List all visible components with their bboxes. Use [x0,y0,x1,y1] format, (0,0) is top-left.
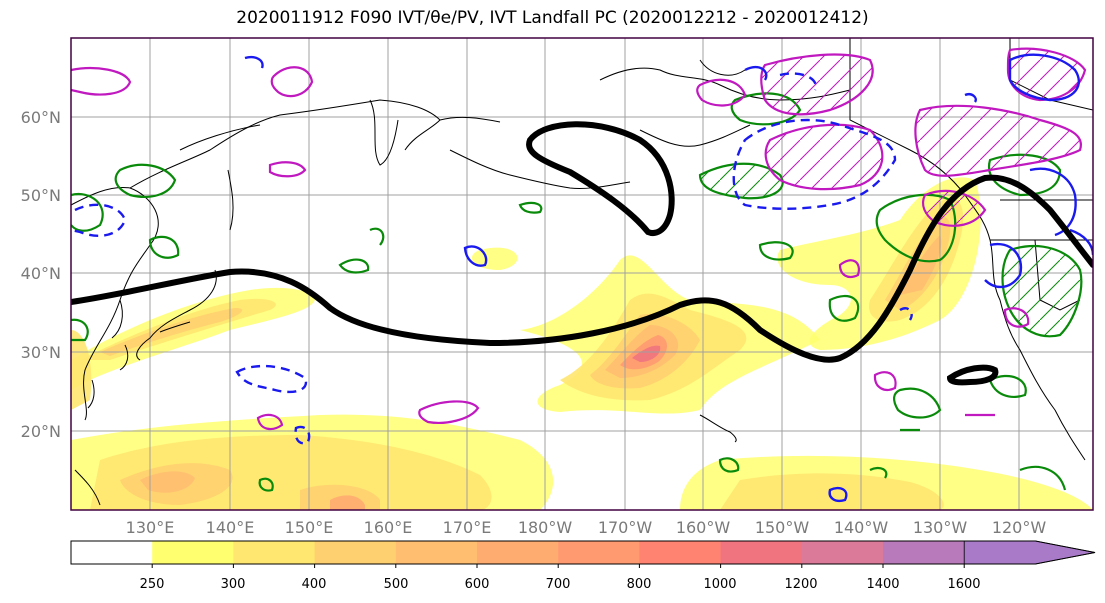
colorbar-tick-label: 1600 [947,577,980,592]
theta-e-contours [71,92,1083,492]
lon-label: 140°W [834,518,889,537]
ivt-landfall-contours [244,53,1093,503]
lon-label: 170°E [443,518,492,537]
colorbar-tick-label: 400 [302,577,327,592]
black-contour-loop-south [946,364,999,386]
lon-label: 130°W [913,518,968,537]
colorbar-tick-label: 250 [140,577,165,592]
colorbar-segment [314,541,397,564]
lon-label: 150°W [755,518,810,537]
ivt-shading [71,177,1093,510]
colorbar-segment [233,541,316,564]
map-frame [70,37,1094,511]
lon-label: 160°E [364,518,413,537]
lat-label: 20°N [21,422,61,441]
colorbar-tick-label: 1000 [703,577,736,592]
pv-contours [71,47,1087,431]
colorbar-segment [152,541,234,564]
colorbar-segment [720,541,803,564]
colorbar-tick-label: 700 [546,577,571,592]
colorbar-segment [639,541,722,564]
lon-label: 180°W [518,518,573,537]
colorbar-tick-labels: 250 300 400 500 600 700 800 1000 1200 14… [140,577,981,592]
lon-label: 140°E [206,518,255,537]
colorbar-extend-arrow [963,540,1096,565]
map-title: 2020011912 F090 IVT/θe/PV, IVT Landfall … [236,8,869,28]
colorbar-tick-label: 500 [384,577,409,592]
colorbar-tick-label: 600 [465,577,490,592]
colorbar [70,540,1096,568]
colorbar-tick-label: 800 [627,577,652,592]
colorbar-tick-label: 1400 [866,577,899,592]
lat-label: 30°N [21,343,61,362]
lon-label: 150°E [285,518,334,537]
black-contour-loop-north [526,121,675,236]
ivt-landfall-probability-contours [71,121,1093,386]
lon-label: 170°W [598,518,653,537]
colorbar-segment [71,541,153,564]
black-contour-main [71,174,1093,363]
colorbar-segment [477,541,559,564]
colorbar-segment [558,541,640,564]
colorbar-segment [883,541,965,564]
lat-label: 60°N [21,108,61,127]
pv-negative-contours [71,72,913,445]
latitude-labels: 60°N 50°N 40°N 30°N 20°N [21,108,61,441]
longitude-labels: 130°E 140°E 150°E 160°E 170°E 180°W 170°… [126,518,1047,537]
colorbar-outline [70,540,1096,565]
lat-label: 40°N [21,264,61,283]
lon-label: 120°W [992,518,1047,537]
lon-label: 130°E [126,518,175,537]
colorbar-tick-label: 300 [221,577,246,592]
colorbar-segment [801,541,884,564]
colorbar-tick-label: 1200 [784,577,817,592]
colorbar-segment [395,541,478,564]
lat-label: 50°N [21,186,61,205]
lon-label: 160°W [676,518,731,537]
